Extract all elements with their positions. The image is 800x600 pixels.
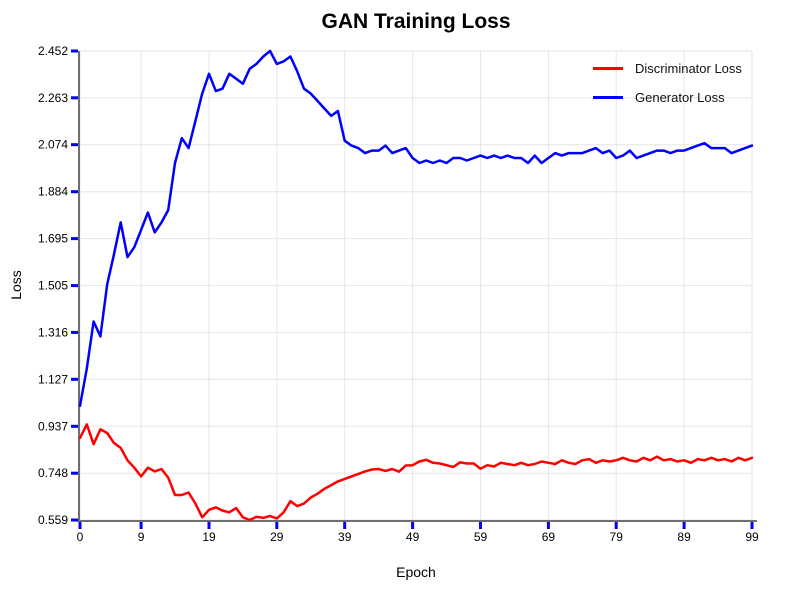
svg-text:9: 9 xyxy=(138,530,145,544)
svg-text:69: 69 xyxy=(542,530,556,544)
legend-item-discriminator-loss: Discriminator Loss xyxy=(593,54,742,83)
svg-text:59: 59 xyxy=(474,530,488,544)
gridlines xyxy=(79,50,753,521)
svg-text:29: 29 xyxy=(270,530,284,544)
legend-label: Discriminator Loss xyxy=(635,61,742,76)
svg-text:1.695: 1.695 xyxy=(38,232,68,246)
svg-text:2.074: 2.074 xyxy=(38,138,68,152)
generator-loss-line xyxy=(78,49,754,408)
svg-text:49: 49 xyxy=(406,530,420,544)
x-axis-title: Epoch xyxy=(396,564,436,580)
svg-text:99: 99 xyxy=(745,530,759,544)
svg-text:1.316: 1.316 xyxy=(38,325,68,339)
svg-text:2.263: 2.263 xyxy=(38,91,68,105)
svg-text:19: 19 xyxy=(202,530,216,544)
series-lines xyxy=(78,49,754,522)
svg-text:2.452: 2.452 xyxy=(38,44,68,58)
legend-item-generator-loss: Generator Loss xyxy=(593,83,742,112)
tick-marks-and-labels: 0.559 0.748 0.937 1.127 1.316 1.505 1.695 1.884… xyxy=(38,44,759,544)
svg-text:1.127: 1.127 xyxy=(38,372,68,386)
axes xyxy=(77,51,757,522)
legend: Discriminator Loss Generator Loss xyxy=(593,54,742,112)
svg-text:79: 79 xyxy=(610,530,624,544)
svg-text:39: 39 xyxy=(338,530,352,544)
svg-text:1.884: 1.884 xyxy=(38,185,68,199)
svg-text:0.559: 0.559 xyxy=(38,513,68,527)
svg-text:89: 89 xyxy=(677,530,691,544)
svg-text:0.937: 0.937 xyxy=(38,419,68,433)
svg-text:0.748: 0.748 xyxy=(38,466,68,480)
generator-loss-swatch xyxy=(593,96,623,99)
discriminator-loss-line xyxy=(78,423,754,522)
discriminator-loss-swatch xyxy=(593,67,623,70)
legend-label: Generator Loss xyxy=(635,90,725,105)
svg-text:1.505: 1.505 xyxy=(38,279,68,293)
svg-text:0: 0 xyxy=(77,530,84,544)
chart-title: GAN Training Loss xyxy=(321,10,511,33)
